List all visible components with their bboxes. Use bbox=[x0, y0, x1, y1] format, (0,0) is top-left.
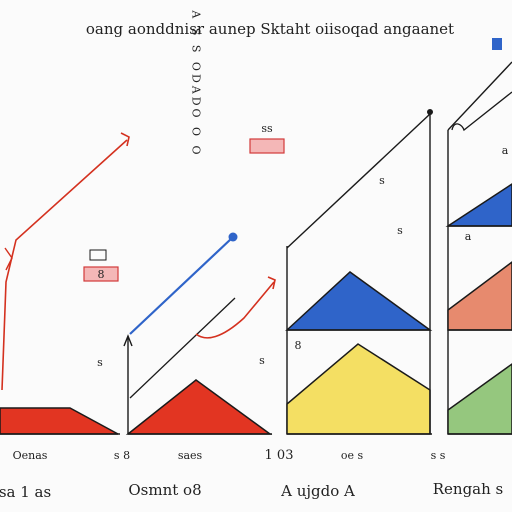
side-label-5: s bbox=[397, 224, 403, 237]
tick-label-2: s 8 bbox=[114, 449, 130, 462]
tick-label-4: 1 03 bbox=[265, 448, 294, 463]
trend-line-3-arrow bbox=[267, 276, 276, 290]
area-6-green bbox=[447, 363, 512, 435]
trend-line-1-tail bbox=[4, 247, 13, 271]
trend-line-1-arrow bbox=[120, 132, 130, 147]
trend-line-2-dot bbox=[228, 232, 238, 242]
area-4-yellow bbox=[286, 343, 431, 435]
corner-label-6: a bbox=[502, 144, 509, 157]
area-6-salmon bbox=[447, 261, 512, 331]
area-1-red bbox=[0, 407, 119, 435]
side-label-4: 8 bbox=[295, 339, 302, 352]
bottom-label-2: Osmnt o8 bbox=[128, 481, 201, 499]
trend-line-6 bbox=[447, 61, 512, 131]
side-label-3: s bbox=[259, 354, 265, 367]
panel-2: A S S ODADO O O s s 8 Osmnt o8 bbox=[97, 9, 273, 499]
badge-1 bbox=[83, 266, 119, 282]
trend-line-4-dot bbox=[427, 109, 433, 115]
area-4-blue bbox=[285, 271, 433, 331]
bottom-label-3: A ujgdo A bbox=[280, 482, 355, 500]
badge-3 bbox=[249, 138, 285, 154]
trend-line-2b bbox=[129, 297, 236, 399]
area-2-red bbox=[125, 379, 273, 435]
vertical-label-2: A S S ODADO O O bbox=[190, 9, 203, 157]
area-6-blue bbox=[445, 183, 512, 227]
corner-label-4: s bbox=[379, 174, 385, 187]
panel-6: a a s s Rengah s bbox=[431, 61, 512, 498]
side-label-6: a bbox=[465, 230, 472, 243]
tick-label-1: Oenas bbox=[13, 449, 48, 462]
side-label-2: s bbox=[97, 356, 103, 369]
bottom-label-6: Rengah s bbox=[433, 480, 504, 498]
badge-1-top bbox=[89, 249, 107, 261]
trend-line-4 bbox=[286, 113, 431, 249]
tick-label-5: oe s bbox=[341, 449, 364, 462]
bottom-label-1: sa 1 as bbox=[0, 483, 51, 501]
tick-label-3: saes bbox=[178, 449, 203, 462]
trend-line-1 bbox=[1, 139, 128, 391]
corner-label-3: ss bbox=[261, 122, 273, 135]
panel-3: ss s saes bbox=[178, 122, 285, 462]
trend-line-6-b bbox=[451, 91, 512, 132]
axis-2-arrow bbox=[123, 334, 133, 347]
panel-4: 8 s s 1 03 oe s A ujgdo A bbox=[265, 109, 433, 500]
chart-title: oang aonddnisr aunep Sktaht oiisoqad ang… bbox=[86, 20, 454, 38]
badge-1-label: 8 bbox=[98, 268, 105, 281]
trend-line-2 bbox=[129, 237, 233, 335]
tick-label-6: s s bbox=[431, 449, 446, 462]
trend-line-3 bbox=[195, 281, 275, 339]
corner-marker bbox=[492, 38, 502, 50]
panel-1: 8 Oenas sa 1 as bbox=[0, 132, 130, 501]
